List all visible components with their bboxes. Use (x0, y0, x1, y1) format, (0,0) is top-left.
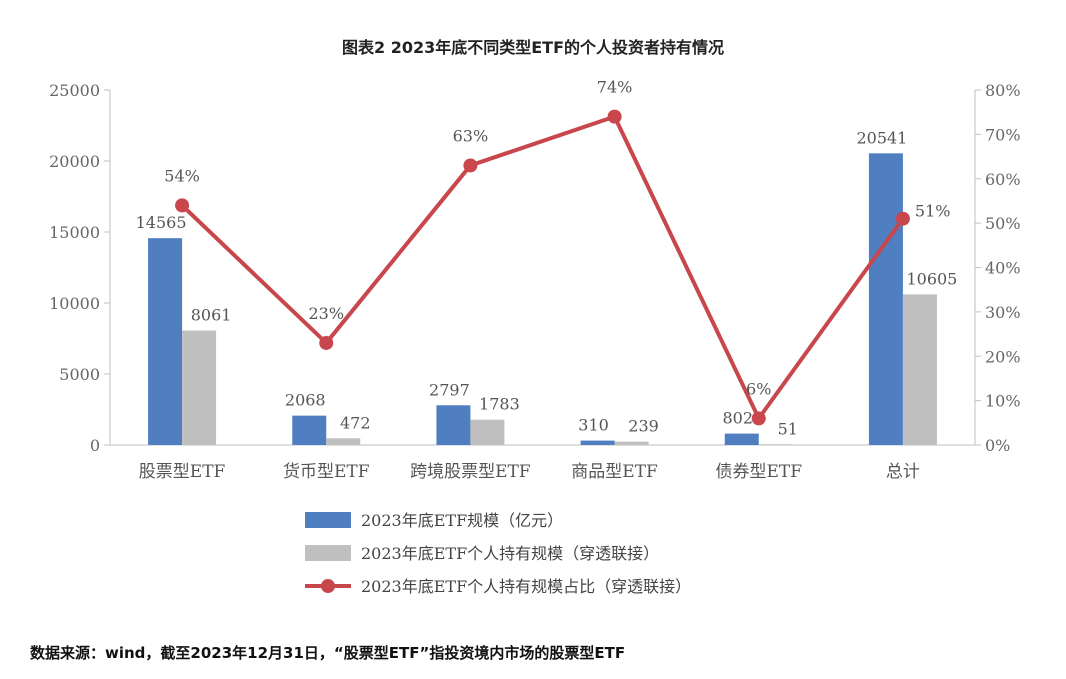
source-note: 数据来源：wind，截至2023年12月31日，“股票型ETF”指投资境内市场的… (30, 644, 626, 662)
bar-etf-size (436, 405, 471, 445)
bar-individual-holding-label: 472 (340, 413, 371, 432)
category-label: 货币型ETF (283, 462, 370, 482)
left-tick-label: 25000 (49, 81, 100, 100)
right-tick-label: 50% (985, 214, 1021, 233)
right-tick-label: 40% (985, 259, 1021, 278)
bar-individual-holding-label: 1783 (479, 395, 520, 414)
bar-etf-size-label: 20541 (856, 128, 907, 147)
category-label: 股票型ETF (139, 462, 226, 482)
bar-individual-holding (182, 330, 217, 445)
legend-swatch-etf-size (305, 512, 351, 528)
ratio-point (463, 158, 478, 173)
bar-individual-holding (614, 441, 649, 445)
bar-individual-holding (758, 444, 793, 445)
legend-label: 2023年底ETF个人持有规模占比（穿透联接） (361, 577, 691, 596)
left-tick-label: 20000 (49, 152, 100, 171)
ratio-point (895, 211, 910, 226)
bar-etf-size (580, 440, 615, 445)
bar-etf-size (868, 153, 903, 445)
ratio-point-label: 23% (308, 304, 344, 323)
bar-etf-size-label: 310 (578, 416, 609, 435)
bar-individual-holding-label: 239 (628, 417, 659, 436)
chart-title: 图表2 2023年底不同类型ETF的个人投资者持有情况 (341, 38, 724, 57)
ratio-point (607, 109, 622, 124)
bar-etf-size-label: 14565 (136, 213, 187, 232)
left-tick-label: 10000 (49, 294, 100, 313)
ratio-point (319, 335, 334, 350)
legend-swatch-ratio-marker (321, 579, 335, 593)
ratio-point-label: 74% (597, 78, 633, 97)
bar-etf-size (292, 415, 327, 445)
left-tick-label: 15000 (49, 223, 100, 242)
ratio-point (175, 198, 190, 213)
ratio-point-label: 54% (164, 166, 200, 185)
category-label: 总计 (886, 462, 920, 482)
bar-etf-size-label: 2068 (285, 391, 326, 410)
right-tick-label: 60% (985, 170, 1021, 189)
left-tick-label: 5000 (59, 365, 100, 384)
ratio-point-label: 63% (453, 126, 489, 145)
bar-individual-holding-label: 10605 (906, 269, 957, 288)
bar-etf-size-label: 802 (722, 409, 753, 428)
ratio-point-label: 51% (915, 202, 951, 221)
legend-label: 2023年底ETF个人持有规模（穿透联接） (361, 544, 659, 563)
bar-etf-size-label: 2797 (429, 380, 470, 399)
right-tick-label: 20% (985, 347, 1021, 366)
legend-swatch-individual-holding (305, 545, 351, 561)
right-tick-label: 80% (985, 81, 1021, 100)
right-tick-label: 0% (985, 436, 1010, 455)
bar-etf-size (724, 433, 759, 445)
bar-individual-holding-label: 51 (778, 419, 798, 438)
category-label: 债券型ETF (715, 462, 802, 482)
bar-individual-holding (902, 294, 937, 445)
right-tick-label: 70% (985, 125, 1021, 144)
legend-label: 2023年底ETF规模（亿元） (361, 511, 563, 530)
bar-individual-holding-label: 8061 (191, 306, 232, 325)
bar-individual-holding (326, 438, 361, 445)
ratio-point-label: 6% (746, 379, 771, 398)
right-tick-label: 10% (985, 392, 1021, 411)
category-label: 商品型ETF (571, 462, 658, 482)
bar-etf-size (148, 238, 183, 445)
left-tick-label: 0 (90, 436, 100, 455)
right-tick-label: 30% (985, 303, 1021, 322)
ratio-line (180, 114, 905, 421)
bar-individual-holding (470, 419, 505, 445)
category-label: 跨境股票型ETF (410, 462, 531, 482)
ratio-point (751, 411, 766, 426)
